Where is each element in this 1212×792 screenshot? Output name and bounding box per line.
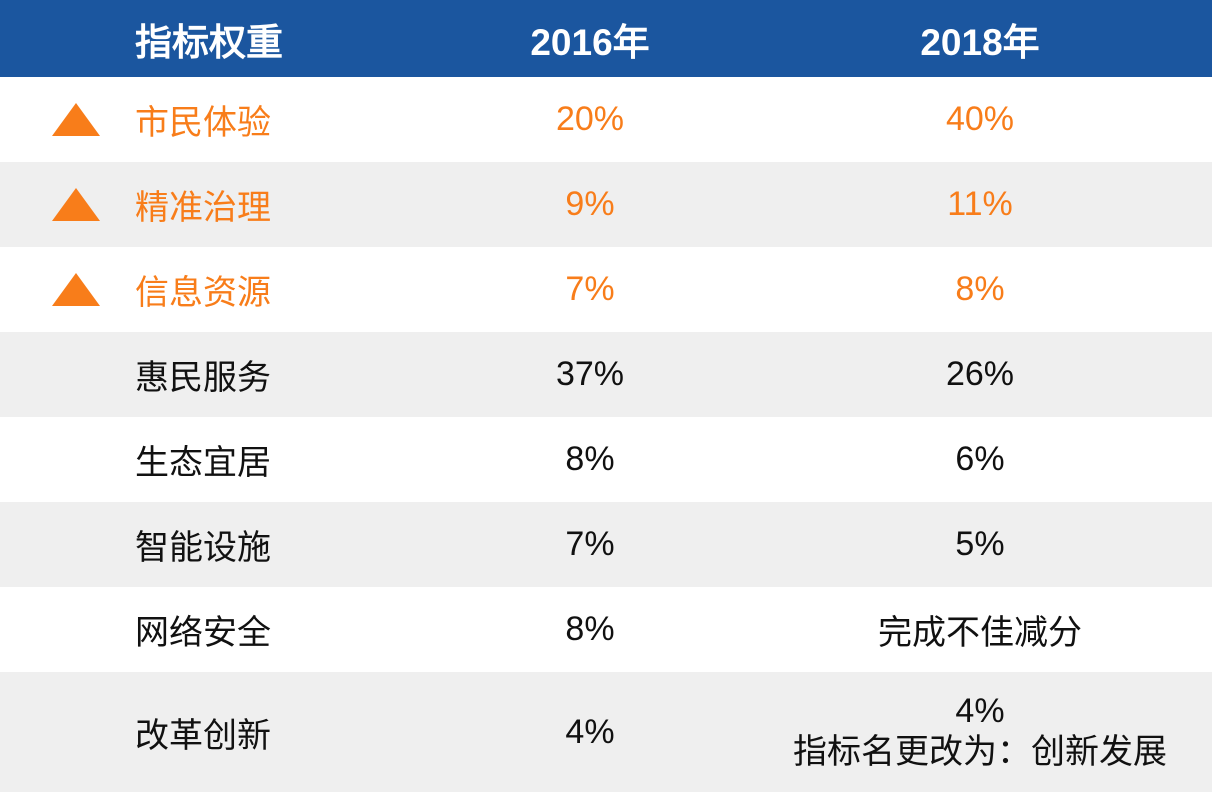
value-2016: 7% [565, 525, 615, 563]
value-2016: 4% [565, 712, 615, 751]
header-col-label: 指标权重 [135, 21, 283, 63]
icon-cell [0, 587, 135, 672]
row-label: 网络安全 [135, 614, 271, 652]
table-row: 精准治理 9% 11% [0, 162, 1212, 247]
value-2018-note: 指标名更改为：创新发展 [793, 733, 1167, 771]
row-label: 市民体验 [135, 104, 271, 142]
table-row: 网络安全 8% 完成不佳减分 [0, 587, 1212, 672]
triangle-up-icon [52, 103, 100, 136]
table-row: 市民体验 20% 40% [0, 77, 1212, 162]
icon-cell [0, 162, 135, 247]
value-2018: 26% [945, 355, 1015, 393]
table-row: 改革创新 4% 4% 指标名更改为：创新发展 [0, 672, 1212, 792]
header-icon-spacer [0, 0, 135, 77]
icon-cell [0, 502, 135, 587]
value-2018: 5% [955, 525, 1005, 563]
value-2018: 40% [945, 100, 1015, 138]
header-col-2016: 2016年 [530, 21, 650, 63]
row-label: 精准治理 [135, 189, 271, 227]
value-2016: 20% [555, 100, 625, 138]
value-2018: 11% [947, 185, 1013, 223]
table-row: 信息资源 7% 8% [0, 247, 1212, 332]
table-header-row: 指标权重 2016年 2018年 [0, 0, 1212, 77]
value-2016: 8% [565, 610, 615, 648]
value-2016: 8% [565, 440, 615, 478]
table-row: 智能设施 7% 5% [0, 502, 1212, 587]
table-row: 生态宜居 8% 6% [0, 417, 1212, 502]
icon-cell [0, 332, 135, 417]
icon-cell [0, 417, 135, 502]
triangle-up-icon [52, 273, 100, 306]
row-label: 改革创新 [135, 716, 271, 755]
table-row: 惠民服务 37% 26% [0, 332, 1212, 417]
header-col-2018: 2018年 [920, 21, 1040, 63]
row-label: 惠民服务 [135, 359, 271, 397]
value-2018: 8% [955, 270, 1005, 308]
icon-cell [0, 672, 135, 792]
row-label: 信息资源 [135, 274, 271, 312]
value-2018: 6% [955, 440, 1005, 478]
triangle-up-icon [52, 188, 100, 221]
value-2016: 9% [565, 185, 615, 223]
value-2018: 完成不佳减分 [878, 614, 1082, 652]
value-2018-percent: 4% [955, 692, 1005, 730]
icon-cell [0, 247, 135, 332]
row-label: 智能设施 [135, 529, 271, 567]
icon-cell [0, 77, 135, 162]
row-label: 生态宜居 [135, 444, 271, 482]
value-2016: 37% [555, 355, 625, 393]
value-2016: 7% [565, 270, 615, 308]
value-2018: 4% 指标名更改为：创新发展 [790, 691, 1212, 773]
